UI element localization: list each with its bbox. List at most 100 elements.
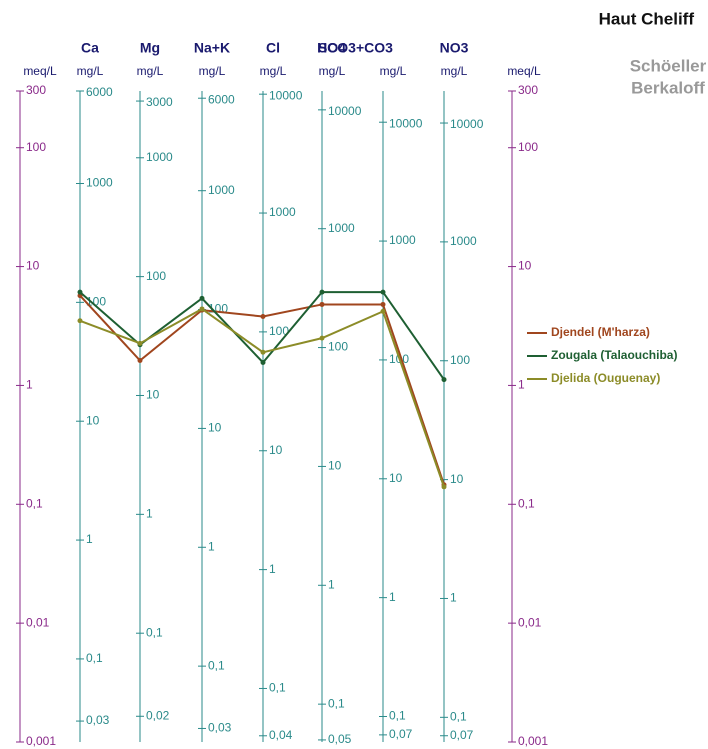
data-point: [77, 289, 83, 295]
ion-tick-label: 1000: [389, 233, 416, 247]
ion-tick-label: 10: [328, 459, 342, 473]
ion-tick-label: 100: [450, 353, 470, 367]
column-unit: mg/L: [199, 64, 226, 78]
data-point: [441, 377, 447, 383]
column-header: Ca: [81, 40, 99, 56]
ion-tick-label: 100: [269, 324, 289, 338]
column-unit: mg/L: [260, 64, 287, 78]
y-unit: meq/L: [507, 64, 541, 78]
ion-tick-label: 6000: [86, 85, 113, 99]
ion-tick-label: 1: [328, 577, 335, 591]
ion-tick-label: 10000: [389, 116, 423, 130]
column-header: Na+K: [194, 40, 230, 56]
column-header: HCO3+CO3: [317, 40, 393, 56]
subtitle: Berkaloff: [631, 78, 705, 97]
ion-tick-label: 1: [450, 591, 457, 605]
ion-tick-label: 0,04: [269, 728, 293, 742]
ion-tick-label: 1000: [450, 234, 477, 248]
y-tick-label: 0,1: [26, 496, 43, 510]
series-line: [79, 294, 445, 486]
data-point: [260, 349, 266, 355]
y-tick-label: 1: [26, 378, 33, 392]
column-header: Cl: [266, 40, 280, 56]
ion-tick-label: 6000: [208, 92, 235, 106]
ion-tick-label: 10: [269, 443, 283, 457]
data-point: [380, 308, 386, 314]
column-header: Mg: [140, 40, 160, 56]
ion-tick-label: 0,1: [269, 681, 286, 695]
y-tick-label: 100: [26, 140, 46, 154]
column-header: NO3: [440, 40, 469, 56]
ion-tick-label: 1000: [269, 205, 296, 219]
ion-tick-label: 1: [389, 590, 396, 604]
ion-tick-label: 1: [208, 539, 215, 553]
ion-tick-label: 10000: [328, 104, 362, 118]
ion-tick-label: 10: [389, 471, 403, 485]
series-line: [79, 291, 445, 381]
ion-tick-label: 10: [146, 388, 160, 402]
y-unit: meq/L: [23, 64, 57, 78]
y-tick-label: 0,1: [518, 496, 535, 510]
subtitle: Schöeller: [630, 56, 707, 75]
legend-label: Djelida (Ouguenay): [551, 371, 660, 385]
ion-tick-label: 10000: [269, 88, 303, 102]
data-point: [319, 289, 325, 295]
data-point: [380, 289, 386, 295]
ion-tick-label: 0,1: [328, 696, 345, 710]
y-tick-label: 0,01: [26, 615, 50, 629]
data-point: [137, 340, 143, 346]
y-tick-label: 0,001: [26, 734, 56, 748]
ion-tick-label: 0,1: [86, 651, 103, 665]
ion-tick-label: 0,1: [208, 658, 225, 672]
y-tick-label: 10: [518, 259, 532, 273]
column-unit: mg/L: [137, 64, 164, 78]
ion-tick-label: 0,1: [146, 625, 163, 639]
data-point: [260, 314, 266, 320]
column-unit: mg/L: [380, 64, 407, 78]
ion-tick-label: 0,03: [86, 713, 110, 727]
ion-tick-label: 10000: [450, 117, 484, 131]
y-tick-label: 100: [518, 140, 538, 154]
ion-tick-label: 3000: [146, 95, 173, 109]
ion-tick-label: 1000: [328, 221, 355, 235]
column-header: SO4: [318, 40, 346, 56]
ion-tick-label: 10: [86, 413, 100, 427]
data-point: [260, 359, 266, 365]
data-point: [137, 358, 143, 364]
data-point: [77, 318, 83, 324]
ion-tick-label: 0,1: [389, 709, 406, 723]
column-unit: mg/L: [441, 64, 468, 78]
ion-tick-label: 0,07: [450, 728, 474, 742]
data-point: [319, 301, 325, 307]
ion-tick-label: 0,05: [328, 732, 352, 746]
column-unit: mg/L: [77, 64, 104, 78]
column-unit: mg/L: [319, 64, 346, 78]
data-point: [199, 306, 205, 312]
ion-tick-label: 1000: [86, 176, 113, 190]
ion-tick-label: 0,1: [450, 709, 467, 723]
ion-tick-label: 10: [450, 472, 464, 486]
ion-tick-label: 1: [86, 532, 93, 546]
ion-tick-label: 100: [86, 295, 106, 309]
ion-tick-label: 10: [208, 421, 222, 435]
ion-tick-label: 0,07: [389, 727, 413, 741]
data-point: [319, 335, 325, 341]
series-line: [79, 307, 445, 488]
chart-title: Haut Cheliff: [599, 9, 695, 28]
legend-label: Djendel (M'harza): [551, 325, 650, 339]
legend-label: Zougala (Talaouchiba): [551, 348, 677, 362]
data-point: [380, 301, 386, 307]
data-point: [199, 295, 205, 301]
y-tick-label: 0,01: [518, 615, 542, 629]
ion-tick-label: 1: [146, 507, 153, 521]
ion-tick-label: 1000: [146, 150, 173, 164]
y-tick-label: 10: [26, 259, 40, 273]
data-point: [441, 484, 447, 490]
ion-tick-label: 100: [146, 269, 166, 283]
y-tick-label: 300: [518, 83, 538, 97]
ion-tick-label: 100: [328, 340, 348, 354]
y-tick-label: 300: [26, 83, 46, 97]
ion-tick-label: 0,03: [208, 721, 232, 735]
y-tick-label: 0,001: [518, 734, 548, 748]
